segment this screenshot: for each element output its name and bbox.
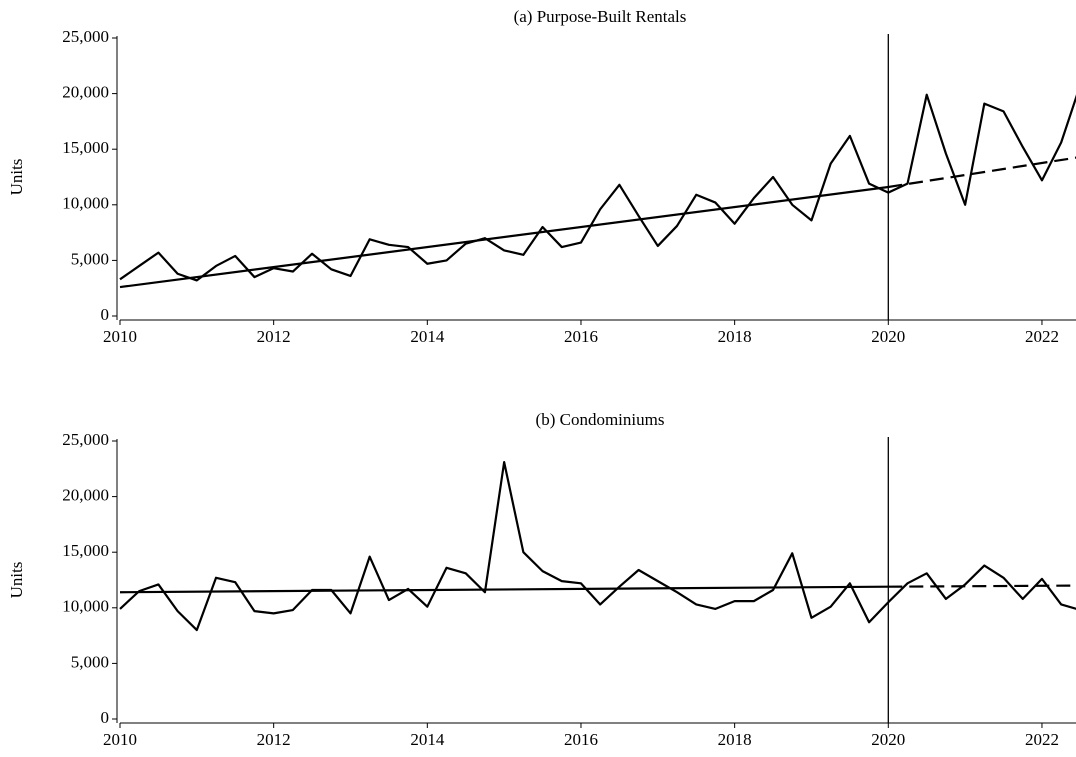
x-tick-label: 2018 (718, 730, 752, 749)
y-axis-label: Units (7, 562, 26, 599)
y-tick-label: 25,000 (62, 430, 109, 449)
chart-title: (b) Condominiums (536, 410, 665, 429)
y-tick-label: 5,000 (71, 249, 109, 268)
y-tick-label: 20,000 (62, 83, 109, 102)
y-tick-label: 15,000 (62, 541, 109, 560)
y-axis-label: Units (7, 159, 26, 196)
x-tick-label: 2016 (564, 730, 598, 749)
chart-title: (a) Purpose-Built Rentals (514, 7, 687, 26)
series-line (119, 185, 889, 289)
y-tick-label: 25,000 (62, 27, 109, 46)
series-line (119, 585, 889, 594)
series-line (119, 461, 1076, 632)
x-tick-label: 2016 (564, 327, 598, 346)
y-tick-label: 10,000 (62, 597, 109, 616)
y-tick-label: 0 (101, 708, 110, 727)
series-line (119, 93, 1076, 282)
x-tick-label: 2018 (718, 327, 752, 346)
x-tick-label: 2010 (103, 327, 137, 346)
x-tick-label: 2020 (871, 327, 905, 346)
series-line (888, 156, 1076, 189)
y-tick-label: 20,000 (62, 486, 109, 505)
x-tick-label: 2020 (871, 730, 905, 749)
y-tick-label: 0 (101, 305, 110, 324)
x-tick-label: 2012 (257, 730, 291, 749)
x-tick-label: 2014 (410, 327, 445, 346)
x-tick-label: 2012 (257, 327, 291, 346)
x-tick-label: 2022 (1025, 730, 1059, 749)
y-tick-label: 5,000 (71, 652, 109, 671)
x-tick-label: 2022 (1025, 327, 1059, 346)
x-tick-label: 2010 (103, 730, 137, 749)
x-tick-label: 2014 (410, 730, 445, 749)
series-line (888, 584, 1076, 588)
y-tick-label: 10,000 (62, 194, 109, 213)
y-tick-label: 15,000 (62, 138, 109, 157)
